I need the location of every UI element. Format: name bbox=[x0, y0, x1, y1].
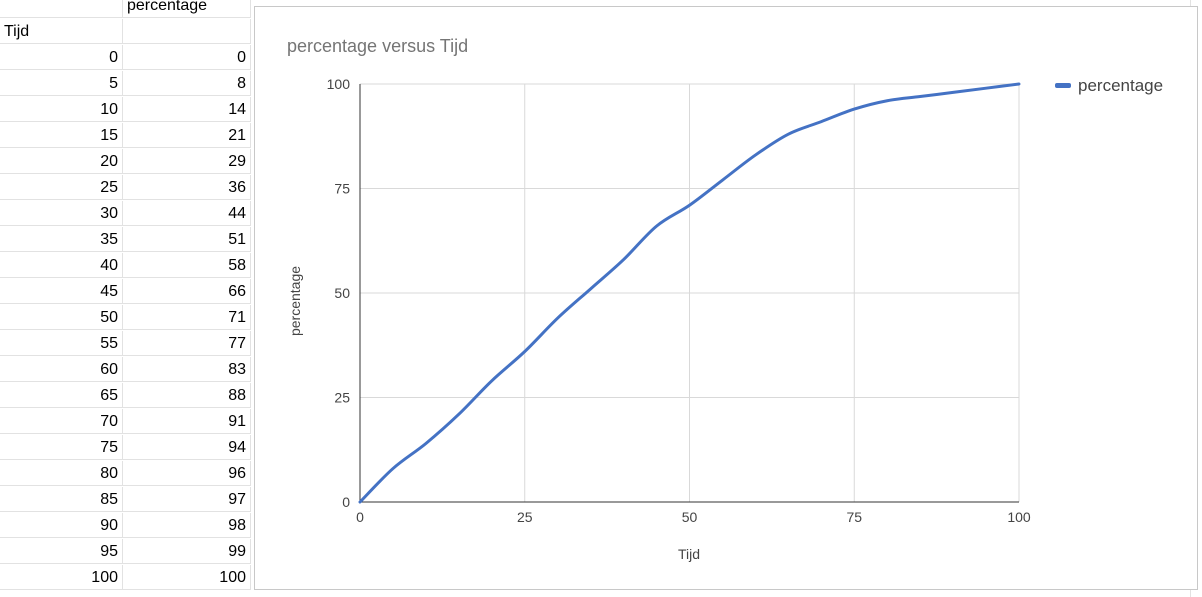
y-tick-label: 100 bbox=[327, 76, 351, 92]
cell-tijd[interactable]: 65 bbox=[0, 383, 123, 408]
cell-tijd[interactable]: 35 bbox=[0, 227, 123, 252]
cell-percentage[interactable]: 97 bbox=[123, 487, 251, 512]
cell-percentage[interactable]: 66 bbox=[123, 279, 251, 304]
x-tick-label: 75 bbox=[846, 509, 862, 525]
cell-tijd[interactable]: 60 bbox=[0, 357, 123, 382]
cell-percentage[interactable]: 29 bbox=[123, 149, 251, 174]
cell-percentage[interactable]: 88 bbox=[123, 383, 251, 408]
cell-percentage[interactable]: 58 bbox=[123, 253, 251, 278]
cell-percentage[interactable]: 83 bbox=[123, 357, 251, 382]
chart-container[interactable]: percentage versus Tijd 0 25 50 75 100 0 25 50 75… bbox=[254, 6, 1198, 590]
cell-b-empty[interactable] bbox=[123, 19, 251, 44]
cell-tijd[interactable]: 15 bbox=[0, 123, 123, 148]
legend[interactable]: percentage bbox=[1055, 76, 1163, 95]
legend-label: percentage bbox=[1078, 76, 1163, 95]
legend-swatch bbox=[1055, 83, 1071, 88]
cell-percentage[interactable]: 96 bbox=[123, 461, 251, 486]
cell-a-header[interactable]: Tijd bbox=[0, 19, 123, 44]
cell-tijd[interactable]: 40 bbox=[0, 253, 123, 278]
cell-tijd[interactable]: 100 bbox=[0, 565, 123, 590]
cell-tijd[interactable]: 0 bbox=[0, 45, 123, 70]
x-tick-label: 0 bbox=[356, 509, 364, 525]
cell-tijd[interactable]: 75 bbox=[0, 435, 123, 460]
x-tick-label: 50 bbox=[682, 509, 698, 525]
cell-percentage[interactable]: 0 bbox=[123, 45, 251, 70]
cell-percentage[interactable]: 77 bbox=[123, 331, 251, 356]
cell-percentage[interactable]: 71 bbox=[123, 305, 251, 330]
cell-percentage[interactable]: 51 bbox=[123, 227, 251, 252]
cell-tijd[interactable]: 70 bbox=[0, 409, 123, 434]
cell-percentage[interactable]: 98 bbox=[123, 513, 251, 538]
cell-percentage[interactable]: 21 bbox=[123, 123, 251, 148]
cell-tijd[interactable]: 90 bbox=[0, 513, 123, 538]
series-line-percentage[interactable] bbox=[358, 82, 1021, 504]
cell-percentage[interactable]: 99 bbox=[123, 539, 251, 564]
cell-percentage[interactable]: 100 bbox=[123, 565, 251, 590]
cell-tijd[interactable]: 10 bbox=[0, 97, 123, 122]
cell-tijd[interactable]: 95 bbox=[0, 539, 123, 564]
y-tick-label: 50 bbox=[334, 285, 350, 301]
series bbox=[358, 82, 1021, 504]
y-tick-label: 75 bbox=[334, 181, 350, 197]
x-tick-label: 25 bbox=[517, 509, 533, 525]
axes: 0 25 50 75 100 0 25 50 75 100 bbox=[327, 76, 1031, 525]
cell-tijd[interactable]: 50 bbox=[0, 305, 123, 330]
cell-percentage[interactable]: 91 bbox=[123, 409, 251, 434]
cell-percentage[interactable]: 14 bbox=[123, 97, 251, 122]
cell-percentage[interactable]: 44 bbox=[123, 201, 251, 226]
cell-tijd[interactable]: 20 bbox=[0, 149, 123, 174]
cell-tijd[interactable]: 80 bbox=[0, 461, 123, 486]
cell-tijd[interactable]: 5 bbox=[0, 71, 123, 96]
line-chart: percentage versus Tijd 0 25 50 75 100 0 25 50 75… bbox=[287, 36, 1163, 562]
cell-tijd[interactable]: 85 bbox=[0, 487, 123, 512]
cell-percentage[interactable]: 8 bbox=[123, 71, 251, 96]
cell-tijd[interactable]: 30 bbox=[0, 201, 123, 226]
cell-percentage[interactable]: 36 bbox=[123, 175, 251, 200]
cell-percentage[interactable]: 94 bbox=[123, 435, 251, 460]
cell-tijd[interactable]: 25 bbox=[0, 175, 123, 200]
y-tick-label: 25 bbox=[334, 390, 350, 406]
cell-a-header-empty[interactable] bbox=[0, 0, 123, 18]
cell-b-header[interactable]: percentage bbox=[123, 0, 251, 18]
cell-tijd[interactable]: 45 bbox=[0, 279, 123, 304]
gridlines bbox=[360, 83, 1020, 502]
x-tick-label: 100 bbox=[1007, 509, 1031, 525]
x-axis-label: Tijd bbox=[678, 546, 700, 562]
cell-tijd[interactable]: 55 bbox=[0, 331, 123, 356]
y-tick-label: 0 bbox=[342, 494, 350, 510]
chart-title: percentage versus Tijd bbox=[287, 36, 468, 56]
y-axis-label: percentage bbox=[287, 266, 303, 336]
